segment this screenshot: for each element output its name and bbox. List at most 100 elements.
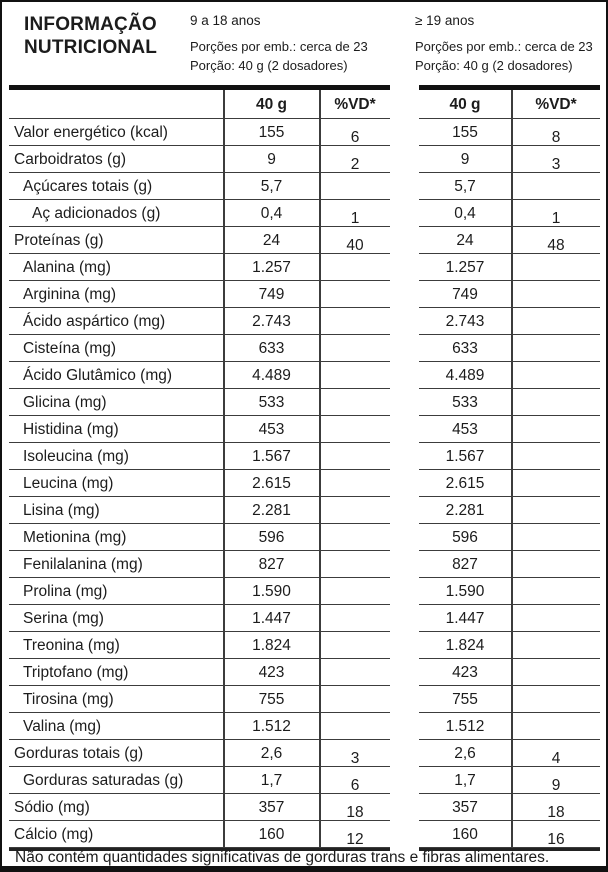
row-label: Valina (mg) xyxy=(23,718,102,735)
col-header-vd-group2: %VD* xyxy=(535,96,577,113)
table-row: Cálcio (mg) 160 12 160 16 xyxy=(2,821,606,848)
table-row: Proteínas (g) 24 40 24 48 xyxy=(2,227,606,254)
amount-cell-group1: 1.512 xyxy=(252,718,291,735)
row-label: Tirosina (mg) xyxy=(23,691,114,708)
table-row: Leucina (mg) 2.615 2.615 xyxy=(2,470,606,497)
table-row: Gorduras saturadas (g) 1,7 6 1,7 9 xyxy=(2,767,606,794)
amount-cell-group2: 633 xyxy=(452,340,478,357)
row-label: Arginina (mg) xyxy=(23,286,117,303)
amount-cell-group1: 423 xyxy=(258,664,285,681)
amount-cell-group1: 1.257 xyxy=(252,259,291,276)
table-row: Prolina (mg) 1.590 1.590 xyxy=(2,578,606,605)
amount-cell-group2: 160 xyxy=(452,826,478,843)
row-label: Prolina (mg) xyxy=(23,583,108,600)
table-row: Valina (mg) 1.512 1.512 xyxy=(2,713,606,740)
vd-cell-group2: 3 xyxy=(551,156,561,173)
amount-cell-group2: 2,6 xyxy=(454,745,476,762)
table-row: Histidina (mg) 453 453 xyxy=(2,416,606,443)
row-label: Sódio (mg) xyxy=(14,799,90,816)
amount-cell-group2: 1.257 xyxy=(445,259,485,276)
amount-cell-group1: 1.567 xyxy=(252,448,291,465)
amount-cell-group1: 1.824 xyxy=(252,637,291,654)
amount-cell-group2: 4.489 xyxy=(445,367,485,384)
row-label: Glicina (mg) xyxy=(23,394,107,411)
vd-cell-group1: 1 xyxy=(350,210,360,227)
vd-cell-group2: 8 xyxy=(551,129,561,146)
amount-cell-group1: 2,6 xyxy=(260,745,283,762)
amount-cell-group1: 4.489 xyxy=(252,367,291,384)
amount-cell-group2: 827 xyxy=(452,556,478,573)
amount-cell-group1: 2.743 xyxy=(252,313,291,330)
row-label: Ácido Glutâmico (mg) xyxy=(23,367,173,384)
amount-cell-group2: 755 xyxy=(452,691,478,708)
amount-cell-group2: 533 xyxy=(452,394,478,411)
servings-info: Porções por emb.: cerca de 23 xyxy=(190,39,368,54)
table-header-row: 40 g %VD* 40 g %VD* xyxy=(2,90,606,119)
table-row: Carboidratos (g) 9 2 9 3 xyxy=(2,146,606,173)
amount-cell-group2: 2.743 xyxy=(445,313,485,330)
footer-rule-left xyxy=(9,848,390,851)
header-rule-left xyxy=(9,85,390,90)
nutrition-title: INFORMAÇÃO NUTRICIONAL xyxy=(24,14,158,58)
row-label: Triptofano (mg) xyxy=(23,664,129,681)
vd-cell-group2: 1 xyxy=(551,210,561,227)
portion-info: Porção: 40 g (2 dosadores) xyxy=(415,58,573,73)
vd-cell-group1: 6 xyxy=(350,129,360,146)
amount-cell-group2: 155 xyxy=(452,124,478,141)
amount-cell-group2: 2.615 xyxy=(445,475,485,492)
row-label: Açúcares totais (g) xyxy=(23,178,153,195)
amount-cell-group2: 5,7 xyxy=(454,178,476,195)
amount-cell-group2: 1,7 xyxy=(454,772,476,789)
amount-cell-group1: 1.590 xyxy=(252,583,291,600)
amount-cell-group2: 24 xyxy=(456,232,474,249)
row-label: Gorduras totais (g) xyxy=(14,745,144,762)
age-range: ≥ 19 anos xyxy=(415,13,475,28)
table-row: Alanina (mg) 1.257 1.257 xyxy=(2,254,606,281)
vd-cell-group2: 48 xyxy=(547,237,565,254)
amount-cell-group1: 357 xyxy=(258,799,285,816)
amount-cell-group1: 633 xyxy=(258,340,285,357)
table-row: Treonina (mg) 1.824 1.824 xyxy=(2,632,606,659)
footer-rule-right xyxy=(419,848,600,851)
table-row: Glicina (mg) 533 533 xyxy=(2,389,606,416)
row-label: Proteínas (g) xyxy=(14,232,104,249)
row-label: Ácido aspártico (mg) xyxy=(23,313,166,330)
row-label: Fenilalanina (mg) xyxy=(23,556,143,573)
vd-cell-group2: 18 xyxy=(547,804,565,821)
row-label: Carboidratos (g) xyxy=(14,151,126,168)
col-header-amount-group2: 40 g xyxy=(449,96,481,113)
row-label: Lisina (mg) xyxy=(23,502,100,519)
table-body: Valor energético (kcal) 155 6 155 8 Carb… xyxy=(2,119,606,848)
vd-cell-group1: 6 xyxy=(350,777,360,794)
col-header-amount-group1: 40 g xyxy=(255,96,287,113)
amount-cell-group2: 1.512 xyxy=(445,718,485,735)
row-label: Cisteína (mg) xyxy=(23,340,117,357)
table-row: Sódio (mg) 357 18 357 18 xyxy=(2,794,606,821)
age-range: 9 a 18 anos xyxy=(190,13,261,28)
amount-cell-group1: 160 xyxy=(258,826,285,843)
row-label: Leucina (mg) xyxy=(23,475,114,492)
amount-cell-group1: 1,7 xyxy=(260,772,283,789)
table-row: Ácido aspártico (mg) 2.743 2.743 xyxy=(2,308,606,335)
footnote: Não contém quantidades significativas de… xyxy=(15,849,550,866)
table-row: Lisina (mg) 2.281 2.281 xyxy=(2,497,606,524)
table-row: Triptofano (mg) 423 423 xyxy=(2,659,606,686)
amount-cell-group2: 749 xyxy=(452,286,478,303)
table-row: Cisteína (mg) 633 633 xyxy=(2,335,606,362)
table-row: Fenilalanina (mg) 827 827 xyxy=(2,551,606,578)
bottom-border-bar xyxy=(2,866,606,870)
amount-cell-group2: 9 xyxy=(460,151,470,168)
servings-info: Porções por emb.: cerca de 23 xyxy=(415,39,593,54)
vd-cell-group1: 18 xyxy=(346,804,364,821)
amount-cell-group2: 596 xyxy=(452,529,478,546)
row-label: Aç adicionados (g) xyxy=(32,205,161,222)
amount-cell-group1: 5,7 xyxy=(260,178,283,195)
vd-cell-group1: 2 xyxy=(350,156,360,173)
amount-cell-group1: 749 xyxy=(258,286,285,303)
table-row: Tirosina (mg) 755 755 xyxy=(2,686,606,713)
amount-cell-group1: 533 xyxy=(258,394,285,411)
amount-cell-group1: 453 xyxy=(258,421,285,438)
amount-cell-group1: 827 xyxy=(258,556,285,573)
table-row: Gorduras totais (g) 2,6 3 2,6 4 xyxy=(2,740,606,767)
